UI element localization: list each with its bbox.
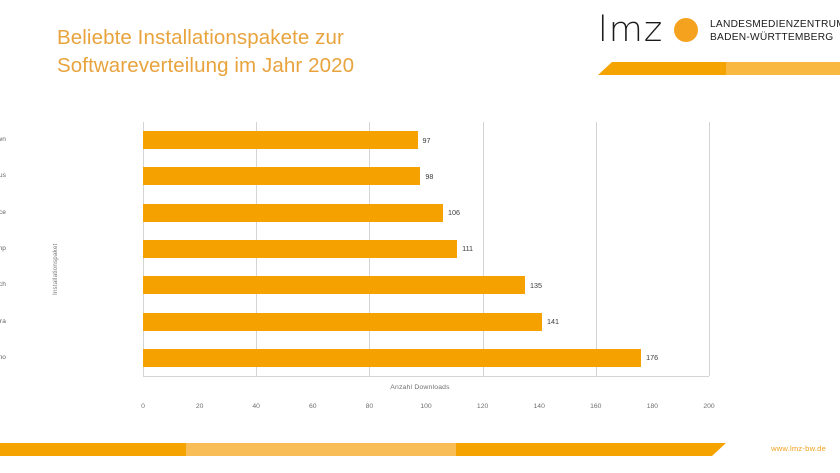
bar[interactable] — [143, 312, 543, 331]
bar[interactable] — [143, 348, 642, 367]
bar[interactable] — [143, 239, 458, 258]
bar-row[interactable]: 135 — [143, 267, 709, 303]
bar-value-label: 141 — [547, 317, 560, 327]
x-tick-label: 140 — [533, 403, 545, 410]
footer-accent-band-light — [186, 443, 456, 456]
bar-row[interactable]: 106 — [143, 195, 709, 231]
plot-area: 97 paedML.shutdown 98 Filius 106 Microsoft Of… — [0, 122, 715, 410]
logo-organisation-name: LANDESMEDIENZENTRUM BADEN-WÜRTTEMBERG — [710, 18, 840, 44]
header-accent-band-light — [726, 62, 840, 75]
bar-value-label: 98 — [425, 171, 434, 181]
bar[interactable] — [143, 131, 418, 150]
x-tick-label: 200 — [703, 403, 715, 410]
x-tick-label: 120 — [476, 403, 489, 410]
bar-value-label: 135 — [530, 280, 543, 290]
bar[interactable] — [143, 276, 526, 295]
lmz-logo: lmz LANDESMEDIENZENTRUM BADEN-WÜRTTEMBER… — [588, 10, 840, 58]
category-label: Gimp — [0, 245, 6, 252]
x-tick-label: 180 — [646, 403, 659, 410]
slide-footer: www.lmz-bw.de — [0, 418, 840, 473]
category-label: Filius — [0, 172, 6, 180]
bar-row[interactable]: 111 — [143, 231, 709, 267]
x-tick-label: 100 — [420, 403, 432, 410]
bar-chart: Installationspaket Anzahl Downloads 97 pa… — [0, 100, 840, 410]
y-axis-title: Installationspaket — [52, 243, 59, 295]
category-label: Scratch — [0, 281, 6, 289]
logo-dot-icon — [674, 18, 698, 42]
x-tick-label: 160 — [590, 403, 602, 410]
bar-row[interactable]: 98 — [143, 158, 709, 194]
x-tick-label: 0 — [141, 403, 145, 410]
bar[interactable] — [143, 203, 443, 222]
category-label: Microsoft Office — [0, 208, 6, 216]
footer-url: www.lmz-bw.de — [771, 444, 826, 453]
gridline — [595, 122, 597, 376]
x-tick-label: 80 — [365, 403, 374, 410]
x-tick-label: 20 — [195, 403, 204, 410]
category-label: Geogebra — [0, 317, 6, 325]
x-tick-label: 60 — [309, 403, 317, 410]
bar-value-label: 106 — [447, 208, 460, 218]
bar-row[interactable]: 176 — [143, 340, 709, 376]
x-axis-title: Anzahl Downloads — [390, 384, 450, 391]
bar-row[interactable]: 141 — [143, 303, 709, 339]
bar-value-label: 97 — [422, 135, 431, 145]
slide-header: Beliebte Installationspakete zur Softwar… — [0, 0, 840, 95]
category-label: Arduino — [0, 353, 6, 361]
x-axis-line — [143, 376, 709, 377]
logo-organisation-line1: LANDESMEDIENZENTRUM — [710, 19, 840, 30]
x-tick-label: 40 — [252, 403, 260, 410]
logo-wordmark: lmz — [598, 10, 664, 50]
gridline — [482, 122, 484, 376]
category-label: paedML.shutdown — [0, 136, 6, 144]
gridline — [709, 122, 710, 376]
bar-value-label: 111 — [462, 244, 474, 254]
logo-organisation-line2: BADEN-WÜRTTEMBERG — [710, 32, 834, 43]
bar[interactable] — [143, 167, 421, 186]
bar-value-label: 176 — [646, 353, 659, 363]
page-title: Beliebte Installationspakete zur Softwar… — [57, 26, 355, 77]
bar-row[interactable]: 97 — [143, 122, 709, 158]
